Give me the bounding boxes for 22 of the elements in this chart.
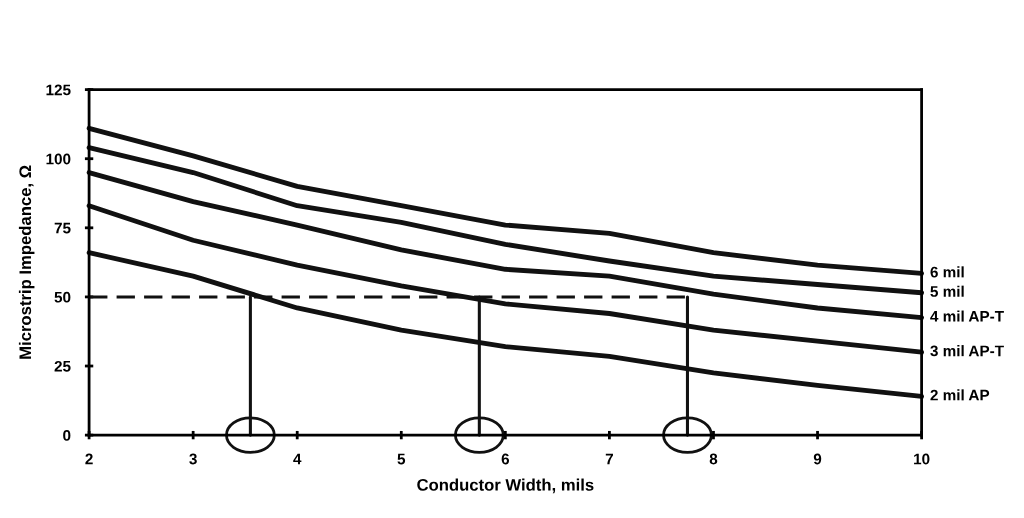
series-label: 6 mil	[930, 266, 964, 278]
x-tick-label: 8	[709, 453, 718, 465]
x-tick-label: 3	[189, 453, 197, 465]
x-tick-label: 6	[501, 453, 510, 465]
x-tick-label: 5	[397, 453, 406, 465]
x-tick-label: 4	[293, 453, 302, 465]
series-label: 2 mil AP	[930, 389, 990, 401]
series-label: 5 mil	[930, 285, 964, 297]
x-tick-label: 9	[813, 453, 822, 465]
series-label: 4 mil AP-T	[930, 310, 1004, 322]
x-tick-label: 10	[914, 453, 930, 465]
x-tick-label: 2	[85, 453, 93, 465]
y-tick-label: 50	[54, 291, 71, 303]
x-tick-label: 7	[605, 453, 613, 465]
y-axis-title: Microstrip Impedance, Ω	[18, 165, 35, 359]
x-axis-title: Conductor Width, mils	[417, 478, 594, 494]
y-tick-label: 25	[54, 360, 71, 372]
y-tick-label: 125	[46, 84, 71, 96]
y-tick-label: 75	[54, 222, 71, 234]
y-tick-label: 100	[46, 153, 71, 165]
series-label: 3 mil AP-T	[930, 345, 1004, 357]
y-tick-label: 0	[63, 429, 71, 441]
